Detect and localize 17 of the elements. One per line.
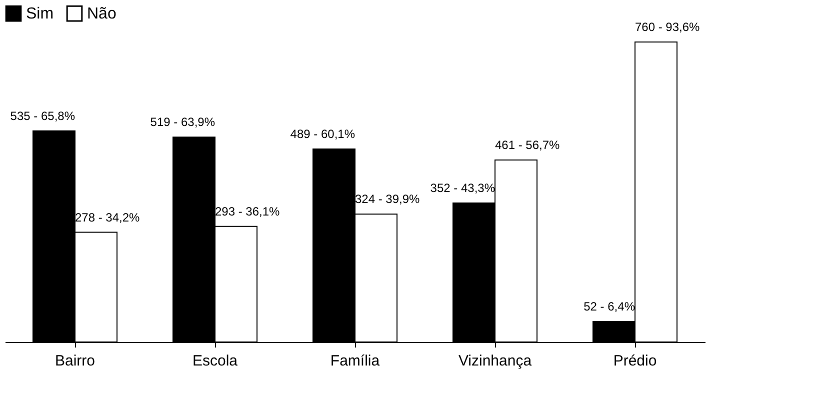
x-tick-label: Escola: [192, 352, 238, 370]
x-tick-label: Vizinhança: [458, 352, 532, 370]
data-label: 489 - 60,1%: [290, 126, 356, 141]
x-tick-label: Bairro: [54, 352, 96, 370]
data-label: 461 - 56,7%: [495, 138, 560, 152]
data-label: 535 - 65,8%: [10, 108, 76, 123]
legend-label: Não: [87, 6, 116, 23]
data-label: 52 - 6,4%: [584, 299, 636, 314]
data-label: 324 - 39,9%: [355, 192, 420, 206]
legend-label: Sim: [26, 6, 54, 23]
data-label: 293 - 36,1%: [215, 204, 280, 218]
data-label: 760 - 93,6%: [635, 20, 700, 34]
x-tick-label: Prédio: [613, 352, 657, 370]
data-label: 519 - 63,9%: [150, 115, 216, 130]
data-label: 352 - 43,3%: [430, 181, 496, 196]
x-tick-label: Família: [330, 352, 380, 370]
data-label: 278 - 34,2%: [75, 210, 140, 224]
